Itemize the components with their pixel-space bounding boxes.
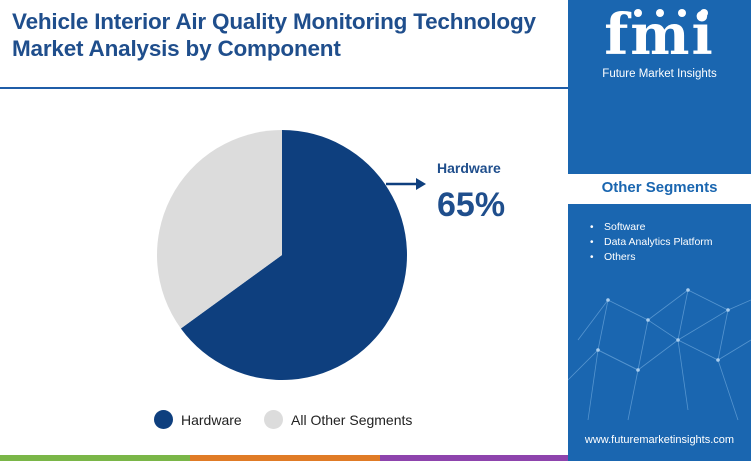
legend-swatch-hardware <box>154 410 173 429</box>
logo-subtitle: Future Market Insights <box>602 68 717 80</box>
pie-slice-hardware <box>180 130 408 380</box>
segment-item-data-analytics: Data Analytics Platform <box>588 235 713 250</box>
callout-label: Hardware <box>437 160 501 176</box>
legend-item-hardware: Hardware <box>154 410 242 429</box>
bottom-bar-green <box>0 455 190 461</box>
bottom-bar-blue <box>568 455 751 461</box>
legend-label-other: All Other Segments <box>291 411 413 428</box>
other-segments-title: Other Segments <box>601 179 718 196</box>
website-url[interactable]: www.futuremarketinsights.com <box>584 434 735 446</box>
segment-item-software: Software <box>588 220 713 235</box>
legend-swatch-other <box>264 410 283 429</box>
sidebar-panel: fmi Future Market Insights Other Segment… <box>568 0 751 461</box>
logo-decoration-icons <box>634 9 708 17</box>
legend-item-other: All Other Segments <box>264 410 412 429</box>
chart-title: Vehicle Interior Air Quality Monitoring … <box>12 9 536 61</box>
callout-value: 65% <box>437 186 506 224</box>
network-pattern-decoration <box>568 288 751 421</box>
bottom-bar-purple <box>380 455 568 461</box>
fmi-logo: fmi <box>604 2 715 68</box>
segments-header-band <box>568 174 751 204</box>
segment-item-others: Others <box>588 250 713 265</box>
legend-label-hardware: Hardware <box>181 411 242 428</box>
bottom-bar-orange <box>190 455 380 461</box>
title-divider <box>0 87 568 89</box>
pie-chart <box>157 130 426 380</box>
other-segments-list: Software Data Analytics Platform Others <box>588 220 713 265</box>
pie-slice-all-other-segments <box>157 130 282 329</box>
callout-arrow <box>386 178 426 190</box>
